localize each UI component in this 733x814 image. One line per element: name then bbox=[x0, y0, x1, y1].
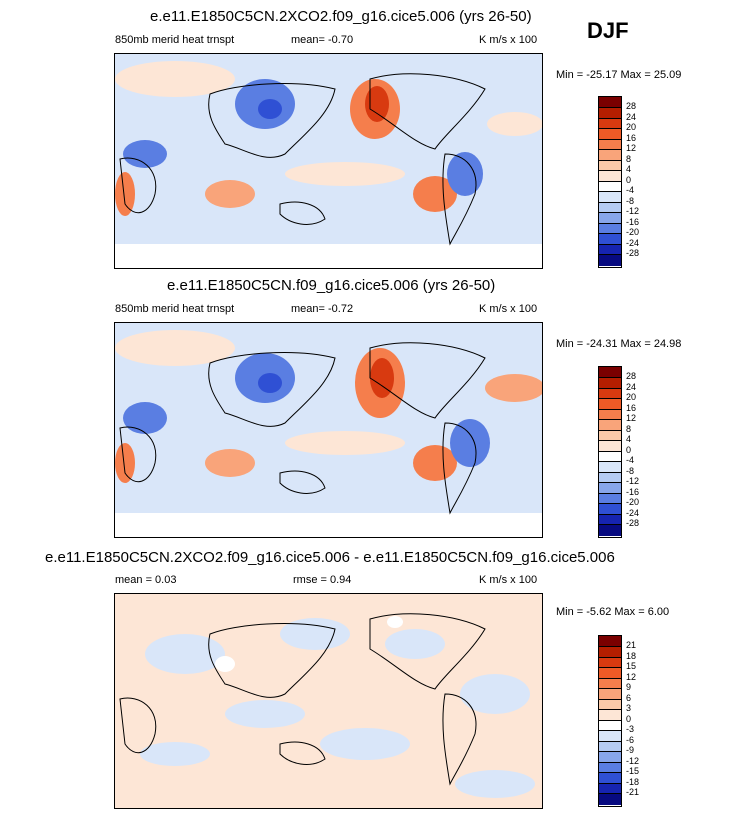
panel2-level-label: -4 bbox=[626, 455, 635, 465]
panel3-level-label: -12 bbox=[626, 756, 640, 766]
panel2-variable: 850mb merid heat trnspt bbox=[115, 303, 235, 315]
panel2-level-label: 0 bbox=[626, 445, 632, 455]
panel3-level-label: 21 bbox=[626, 640, 637, 650]
panel2-level-label: -20 bbox=[626, 497, 640, 507]
panel2-colorbar bbox=[598, 366, 622, 538]
panel2-level-label: 20 bbox=[626, 392, 637, 402]
panel1-level-label: -12 bbox=[626, 206, 640, 216]
panel1-level-label: -16 bbox=[626, 217, 640, 227]
panel1-level-label: -28 bbox=[626, 248, 640, 258]
panel3-level-label: 15 bbox=[626, 661, 637, 671]
panel1-level-label: 12 bbox=[626, 143, 637, 153]
panel3-level-label: 0 bbox=[626, 714, 632, 724]
panel3-units: K m/s x 100 bbox=[479, 574, 538, 586]
panel3-colorbar bbox=[598, 635, 622, 807]
panel3-level-label: -18 bbox=[626, 777, 640, 787]
panel2-title: e.e11.E1850C5CN.f09_g16.cice5.006 (yrs 2… bbox=[167, 277, 496, 294]
panel1-level-label: 16 bbox=[626, 133, 637, 143]
panel3-level-label: 12 bbox=[626, 672, 637, 682]
panel2-level-label: 16 bbox=[626, 403, 637, 413]
panel3-level-label: -21 bbox=[626, 787, 640, 797]
panel2-level-label: 4 bbox=[626, 434, 632, 444]
panel1-level-label: -20 bbox=[626, 227, 640, 237]
panel2-minmax: Min = -24.31 Max = 24.98 bbox=[556, 338, 682, 350]
panel2-level-label: -16 bbox=[626, 487, 640, 497]
panel1-level-label: 4 bbox=[626, 164, 632, 174]
panel1-level-label: 8 bbox=[626, 154, 632, 164]
panel1-mean: mean= -0.70 bbox=[291, 34, 354, 46]
panel3-level-label: -9 bbox=[626, 745, 635, 755]
panel1-level-label: 28 bbox=[626, 101, 637, 111]
panel2-level-label: 28 bbox=[626, 371, 637, 381]
panel3-mean: mean = 0.03 bbox=[115, 574, 177, 586]
panel1-level-label: -8 bbox=[626, 196, 635, 206]
panel2-map bbox=[114, 322, 543, 538]
panel2-level-label: 24 bbox=[626, 382, 637, 392]
panel1-level-label: -24 bbox=[626, 238, 640, 248]
panel2-level-label: 8 bbox=[626, 424, 632, 434]
panel2-mean: mean= -0.72 bbox=[291, 303, 354, 315]
panel1-level-label: -4 bbox=[626, 185, 635, 195]
panel2-level-label: -24 bbox=[626, 508, 640, 518]
panel1-units: K m/s x 100 bbox=[479, 34, 538, 46]
panel2-units: K m/s x 100 bbox=[479, 303, 538, 315]
panel1-colorbar bbox=[598, 96, 622, 268]
panel3-level-label: 18 bbox=[626, 651, 637, 661]
panel2-level-label: -12 bbox=[626, 476, 640, 486]
panel2-level-label: -8 bbox=[626, 466, 635, 476]
panel3-minmax: Min = -5.62 Max = 6.00 bbox=[556, 606, 670, 618]
panel3-level-label: 6 bbox=[626, 693, 632, 703]
panel1-level-label: 0 bbox=[626, 175, 632, 185]
panel3-level-label: -15 bbox=[626, 766, 640, 776]
panel2-level-label: -28 bbox=[626, 518, 640, 528]
panel1-title: e.e11.E1850C5CN.2XCO2.f09_g16.cice5.006 … bbox=[150, 8, 532, 25]
panel1-level-label: 24 bbox=[626, 112, 637, 122]
panel3-title: e.e11.E1850C5CN.2XCO2.f09_g16.cice5.006 … bbox=[45, 549, 615, 566]
panel3-level-label: -3 bbox=[626, 724, 635, 734]
panel1-variable: 850mb merid heat trnspt bbox=[115, 34, 235, 46]
panel3-level-label: 3 bbox=[626, 703, 632, 713]
panel3-level-label: -6 bbox=[626, 735, 635, 745]
panel1-level-label: 20 bbox=[626, 122, 637, 132]
season-label: DJF bbox=[587, 18, 629, 43]
panel1-minmax: Min = -25.17 Max = 25.09 bbox=[556, 69, 682, 81]
panel3-level-label: 9 bbox=[626, 682, 632, 692]
panel2-level-label: 12 bbox=[626, 413, 637, 423]
panel1-map bbox=[114, 53, 543, 269]
panel3-rmse: rmse = 0.94 bbox=[293, 574, 352, 586]
panel3-map bbox=[114, 593, 543, 809]
